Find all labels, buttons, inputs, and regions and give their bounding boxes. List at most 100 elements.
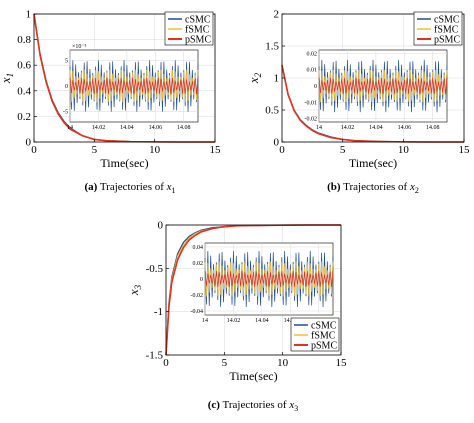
inset-y-tick-label: 0.02 — [193, 261, 204, 267]
inset-series-fSMC — [69, 69, 199, 103]
inset-x-tick-label: 14.08 — [426, 125, 440, 131]
y-axis-label: x3 — [126, 284, 143, 296]
inset-y-tick-label: 5 — [65, 58, 68, 64]
y-axis-label: x1 — [0, 73, 15, 84]
inset-series-cSMC — [69, 60, 199, 112]
y-axis-label-subscript: 2 — [253, 72, 263, 77]
inset-x-tick-label: 14.06 — [284, 318, 298, 324]
legend-label-fSMC: fSMC — [185, 25, 210, 36]
y-tick-label: 1 — [274, 73, 280, 85]
y-tick-label: -1 — [154, 306, 163, 318]
x-axis-label: Time(sec) — [349, 156, 397, 170]
x-tick-label: 10 — [398, 144, 410, 156]
inset-a: 14 14.02 14.04 14.06 14.08 5 0 -5 ×10⁻³ — [63, 44, 199, 131]
inset-y-tick-label: 0 — [314, 84, 317, 90]
inset-series-pSMC — [69, 77, 199, 95]
y-tick-label: 0 — [158, 220, 164, 232]
inset-y-tick-label: 0.02 — [307, 51, 318, 57]
legend-label-pSMC: pSMC — [311, 341, 337, 352]
inset-y-tick-label: 0.01 — [307, 68, 318, 74]
legend-label-pSMC: pSMC — [434, 35, 460, 46]
y-tick-label: 0.4 — [17, 85, 31, 97]
y-tick-label: 2 — [274, 9, 280, 21]
x-tick-label: 0 — [279, 144, 285, 156]
inset-x-tick-label: 14.02 — [227, 318, 241, 324]
inset-y-tick-label: 0 — [200, 277, 203, 283]
x-tick-label: 10 — [277, 357, 289, 369]
x-axis-label: Time(sec) — [100, 156, 148, 170]
caption-variable: x — [166, 181, 172, 193]
x-tick-label: 15 — [459, 144, 471, 156]
inset-x-tick-label: 14.04 — [120, 125, 134, 131]
inset-b: 14 14.02 14.04 14.06 14.08 0.02 0.01 0 -0.01 -0.0… — [305, 49, 448, 131]
caption-subscript: 2 — [415, 186, 419, 195]
y-axis-label-subscript: 3 — [133, 284, 143, 290]
inset-c: 1414.0214.0414.0614.080.040.020-0.02-0.0… — [191, 242, 334, 324]
caption-subscript: 3 — [294, 404, 298, 413]
x-tick-label: 5 — [222, 357, 228, 369]
inset-x-tick-label: 14.02 — [341, 125, 355, 131]
inset-y-tick-label: 0.04 — [193, 245, 204, 251]
y-tick-label: 0 — [274, 137, 280, 149]
y-tick-label: 0.5 — [265, 105, 279, 117]
inset-x-tick-label: 14.02 — [92, 125, 106, 131]
inset-x-tick-label: 14 — [316, 125, 322, 131]
caption-text: Trajectories of — [341, 181, 410, 193]
inset-series-fSMC — [204, 261, 334, 297]
inset-y-tick-label: -0.01 — [305, 100, 318, 106]
y-tick-label: -1.5 — [146, 350, 164, 362]
x-tick-label: 0 — [31, 144, 37, 156]
caption-prefix: (c) — [208, 399, 221, 411]
legend-label-cSMC: cSMC — [311, 321, 337, 332]
inset-x-tick-label: 14.06 — [149, 125, 163, 131]
y-tick-label: -0.5 — [146, 263, 164, 275]
y-axis-label: x2 — [246, 72, 263, 84]
y-tick-label: 1.5 — [265, 41, 279, 53]
y-tick-label: 1 — [26, 9, 32, 21]
y-tick-label: 0.2 — [17, 111, 31, 123]
x-tick-label: 15 — [336, 357, 348, 369]
inset-y-tick-label: 0 — [65, 84, 68, 90]
legend-label-cSMC: cSMC — [185, 15, 211, 26]
inset-series-cSMC — [318, 59, 448, 113]
inset-x-tick-label: 14 — [67, 125, 73, 131]
inset-y-tick-label: -0.04 — [191, 309, 204, 315]
caption-subscript: 1 — [172, 186, 176, 195]
caption-prefix: (b) — [327, 181, 341, 193]
inset-x-tick-label: 14.08 — [177, 125, 191, 131]
caption-variable: x — [409, 181, 415, 193]
x-tick-label: 10 — [149, 144, 161, 156]
caption-c: (c) Trajectories of x3 — [208, 399, 298, 413]
x-tick-label: 5 — [340, 144, 346, 156]
plot-frame — [33, 13, 216, 143]
inset-x-tick-label: 14.04 — [369, 125, 383, 131]
y-axis-label-subscript: 1 — [5, 73, 15, 78]
x-axis-label: Time(sec) — [229, 369, 277, 383]
y-tick-label: 0.8 — [17, 34, 31, 46]
inset-x-tick-label: 14 — [202, 318, 208, 324]
inset-series-fSMC — [318, 69, 448, 103]
caption-text: Trajectories of — [97, 181, 166, 193]
inset-y-tick-label: -5 — [63, 110, 68, 116]
inset-x-tick-label: 14.04 — [255, 318, 269, 324]
x-tick-label: 0 — [163, 357, 169, 369]
y-tick-label: 0.6 — [17, 60, 31, 72]
inset-x-tick-label: 14.06 — [398, 125, 412, 131]
caption-prefix: (a) — [84, 181, 97, 193]
inset-y-tick-label: -0.02 — [191, 293, 204, 299]
inset-exponent-label: ×10⁻³ — [72, 44, 87, 50]
caption-variable: x — [288, 399, 294, 411]
caption-b: (b) Trajectories of x2 — [327, 181, 419, 195]
x-tick-label: 5 — [92, 144, 98, 156]
legend-label-cSMC: cSMC — [434, 15, 460, 26]
inset-series-pSMC — [204, 270, 334, 288]
x-tick-label: 15 — [210, 144, 222, 156]
inset-series-cSMC — [204, 250, 334, 308]
chart-a: 05101500.20.40.60.81Time(sec)x11414.0214… — [0, 9, 221, 196]
